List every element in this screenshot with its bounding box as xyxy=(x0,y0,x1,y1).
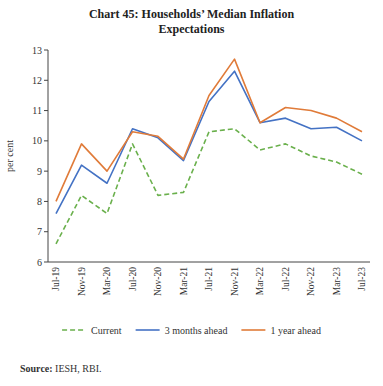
x-tick-label: Nov-20 xyxy=(153,267,163,296)
y-tick-label: 6 xyxy=(37,257,42,268)
title-line: Chart 45: Households’ Median Inflation xyxy=(89,7,294,21)
y-tick xyxy=(44,110,48,111)
x-tick-label: Nov-21 xyxy=(230,267,240,296)
y-tick xyxy=(44,201,48,202)
title-line: Expectations xyxy=(159,22,225,36)
x-tick-label: Mar-20 xyxy=(102,267,112,296)
x-tick-label: Jul-19 xyxy=(51,267,61,291)
y-tick-label: 13 xyxy=(32,45,42,56)
y-tick xyxy=(44,80,48,81)
series-line xyxy=(56,71,362,213)
x-tick-label: Mar-21 xyxy=(179,267,189,296)
x-axis-line xyxy=(48,262,370,263)
chart: Chart 45: Households’ Median InflationEx… xyxy=(0,0,383,386)
source-part: IESH, RBI. xyxy=(53,363,102,374)
x-axis: Jul-19 Nov-19 Mar-20 Jul-20 Nov-20 Mar-21 Jul-… xyxy=(48,262,370,296)
x-tick-label: Nov-19 xyxy=(77,267,87,296)
source-part: Source: xyxy=(20,363,53,374)
background xyxy=(0,0,383,386)
source: Source: IESH, RBI. xyxy=(20,363,102,374)
y-tick-label: 10 xyxy=(32,135,42,146)
y-tick xyxy=(44,171,48,172)
legend-label: 1 year ahead xyxy=(270,325,321,336)
y-tick-label: 7 xyxy=(37,226,42,237)
x-tick-label: Jul-20 xyxy=(128,267,138,291)
y-tick xyxy=(44,50,48,51)
legend-swatch xyxy=(62,329,86,331)
x-tick-label: Jul-23 xyxy=(357,267,367,291)
y-axis-label: per cent xyxy=(4,140,15,172)
legend-swatch xyxy=(241,329,265,331)
y-tick-label: 8 xyxy=(37,196,42,207)
y-axis-line xyxy=(48,50,49,262)
legend-item: 1 year ahead xyxy=(241,325,321,336)
legend-item: Current xyxy=(62,325,122,336)
legend-item: 3 months ahead xyxy=(136,325,228,336)
y-tick xyxy=(44,262,48,263)
y-tick-label: 11 xyxy=(32,105,42,116)
y-axis: 6 7 8 9 10 11 12 13 xyxy=(32,45,48,268)
x-tick-label: Jul-21 xyxy=(204,267,214,291)
series-line xyxy=(56,129,362,244)
legend: Current 3 months ahead 1 year ahead xyxy=(62,325,321,336)
x-tick-label: Mar-23 xyxy=(332,267,342,296)
plot-area xyxy=(56,59,362,244)
title: Chart 45: Households’ Median InflationEx… xyxy=(89,7,294,36)
x-tick-label: Jul-22 xyxy=(281,267,291,291)
series-line xyxy=(56,59,362,201)
y-tick-label: 9 xyxy=(37,166,42,177)
x-tick-label: Mar-22 xyxy=(255,267,265,296)
x-tick-label: Nov-22 xyxy=(306,267,316,296)
legend-label: 3 months ahead xyxy=(165,325,228,336)
legend-label: Current xyxy=(91,325,122,336)
legend-swatch xyxy=(136,329,160,331)
y-tick-label: 12 xyxy=(32,75,42,86)
y-tick xyxy=(44,140,48,141)
y-tick xyxy=(44,231,48,232)
